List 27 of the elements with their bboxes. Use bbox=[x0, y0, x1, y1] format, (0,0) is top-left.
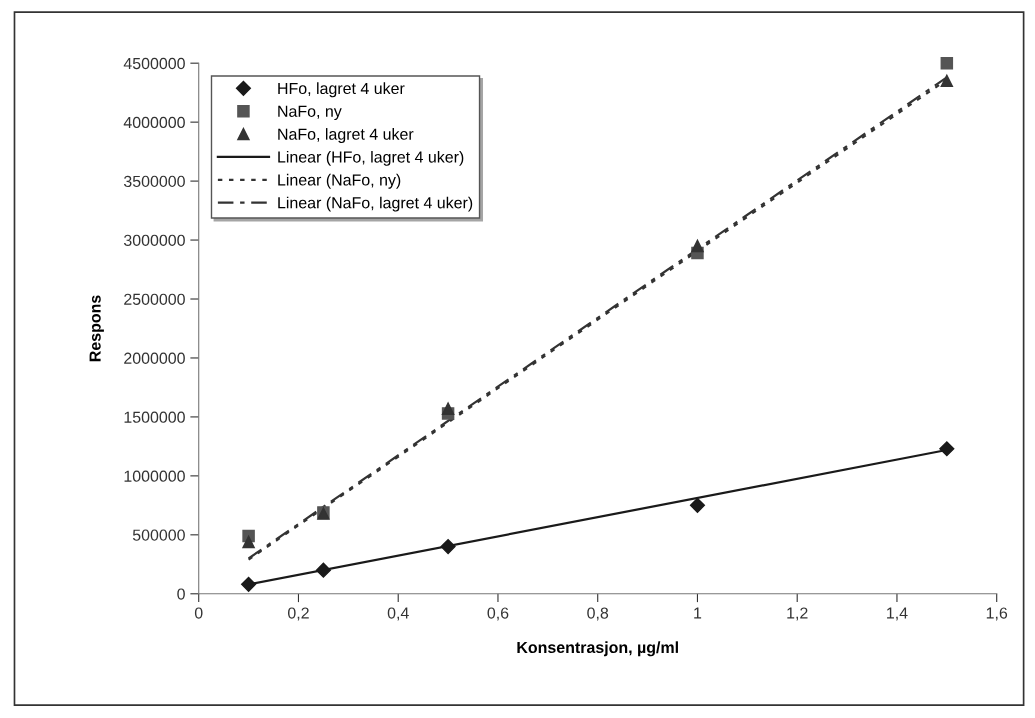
y-tick-label: 1500000 bbox=[124, 411, 185, 423]
legend-label: Linear (HFo, lagret 4 uker) bbox=[278, 150, 464, 166]
legend-label: NaFo, ny bbox=[278, 105, 342, 121]
y-tick-label: 3500000 bbox=[123, 175, 185, 188]
x-tick-label: 0 bbox=[194, 607, 203, 619]
legend-label: Linear (NaFo, lagret 4 uker) bbox=[278, 196, 473, 212]
y-tick-label: 1000000 bbox=[124, 470, 185, 482]
x-tick-label: 1 bbox=[694, 607, 702, 619]
y-tick-label: 4500000 bbox=[123, 57, 185, 70]
x-tick-label: 0,8 bbox=[587, 607, 609, 621]
y-tick-label: 3000000 bbox=[123, 234, 185, 246]
x-tick-label: 1,4 bbox=[887, 607, 908, 621]
x-tick-label: 0,2 bbox=[287, 607, 309, 621]
x-tick-label: 1,6 bbox=[986, 607, 1008, 621]
y-tick-label: 2500000 bbox=[124, 293, 185, 305]
y-axis-title: Respons bbox=[89, 295, 104, 362]
legend-label: HFo, lagret 4 uker bbox=[278, 82, 405, 98]
legend-label: NaFo, lagret 4 uker bbox=[278, 128, 414, 143]
x-axis-title: Konsentrasjon, µg/ml bbox=[517, 641, 678, 657]
y-tick-label: 500000 bbox=[132, 529, 185, 541]
y-tick-label: 2000000 bbox=[124, 352, 185, 364]
x-tick-label: 0,6 bbox=[487, 607, 509, 621]
x-tick-label: 0,4 bbox=[387, 607, 409, 621]
y-tick-label: 4000000 bbox=[123, 116, 185, 129]
x-tick-label: 1,2 bbox=[787, 607, 808, 621]
legend-label: Linear (NaFo, ny) bbox=[278, 173, 401, 189]
y-tick-label: 0 bbox=[177, 588, 185, 600]
